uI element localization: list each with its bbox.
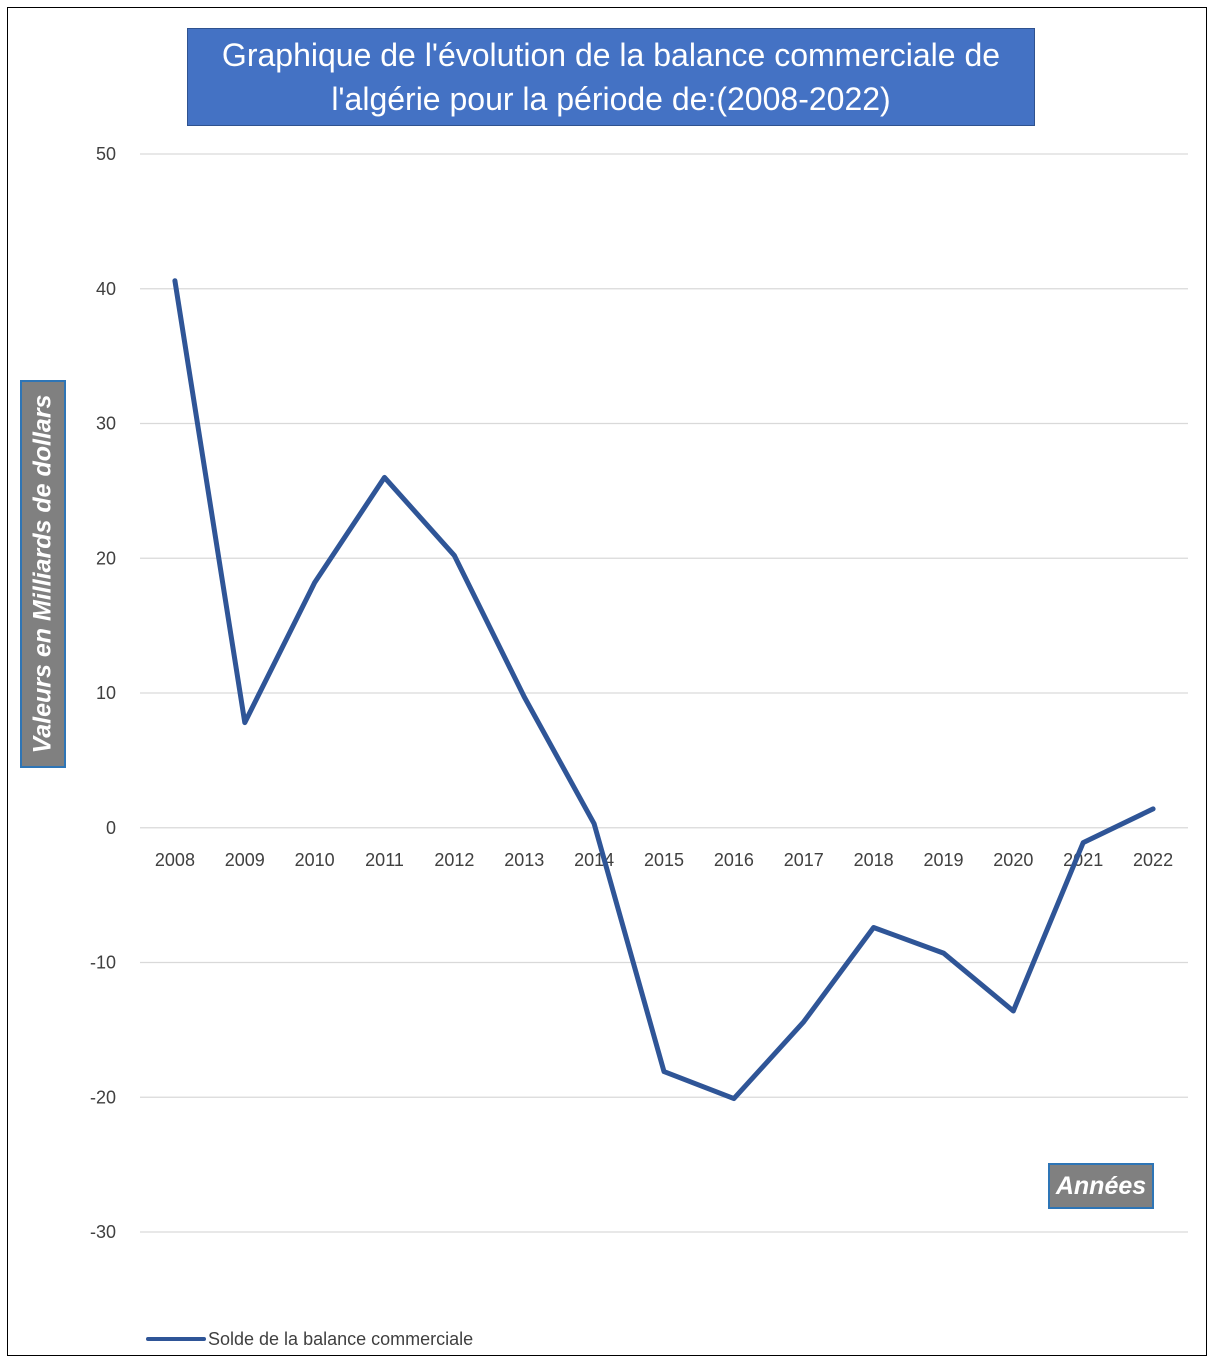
chart-frame	[7, 7, 1207, 1356]
y-tick-label: 10	[96, 683, 116, 703]
legend-swatch	[146, 1337, 206, 1341]
y-tick-label: -20	[90, 1087, 116, 1107]
data-points	[174, 280, 1154, 1099]
series-line	[172, 278, 1156, 1102]
x-tick-label: 2021	[1063, 850, 1103, 870]
y-tick-label: -10	[90, 953, 116, 973]
x-tick-label: 2018	[854, 850, 894, 870]
x-tick-label: 2015	[644, 850, 684, 870]
x-axis-ticks: 2008 2009 2010 2011 2012 2013 2014 2015 2016 2017…	[155, 850, 1173, 870]
y-axis-ticks: 50 40 30 20 10 0 -10 -20 -30	[90, 144, 116, 1242]
chart-title-text: Graphique de l'évolution de la balance c…	[221, 37, 1001, 117]
y-axis-title-text: Valeurs en Milliards de dollars	[28, 394, 57, 754]
x-tick-label: 2016	[714, 850, 754, 870]
x-axis-title-text: Années	[1055, 1171, 1147, 1200]
y-tick-label: -30	[90, 1222, 116, 1242]
x-tick-label: 2009	[225, 850, 265, 870]
x-tick-label: 2013	[504, 850, 544, 870]
x-axis-title: Années	[1048, 1163, 1154, 1209]
y-tick-label: 30	[96, 414, 116, 434]
x-tick-label: 2010	[295, 850, 335, 870]
y-tick-label: 50	[96, 144, 116, 164]
x-tick-label: 2017	[784, 850, 824, 870]
x-tick-label: 2011	[365, 850, 404, 870]
x-tick-label: 2022	[1133, 850, 1173, 870]
legend-label: Solde de la balance commerciale	[208, 1328, 474, 1349]
y-tick-label: 20	[96, 548, 116, 568]
y-axis-title: Valeurs en Milliards de dollars	[20, 380, 66, 768]
x-tick-label: 2012	[434, 850, 474, 870]
y-tick-label: 0	[106, 818, 116, 838]
x-tick-label: 2019	[923, 850, 963, 870]
x-tick-label: 2020	[993, 850, 1033, 870]
y-tick-label: 40	[96, 279, 116, 299]
x-tick-label: 2008	[155, 850, 195, 870]
gridlines	[140, 153, 1188, 1233]
legend: Solde de la balance commerciale	[146, 1327, 473, 1351]
chart-title: Graphique de l'évolution de la balance c…	[187, 28, 1035, 126]
